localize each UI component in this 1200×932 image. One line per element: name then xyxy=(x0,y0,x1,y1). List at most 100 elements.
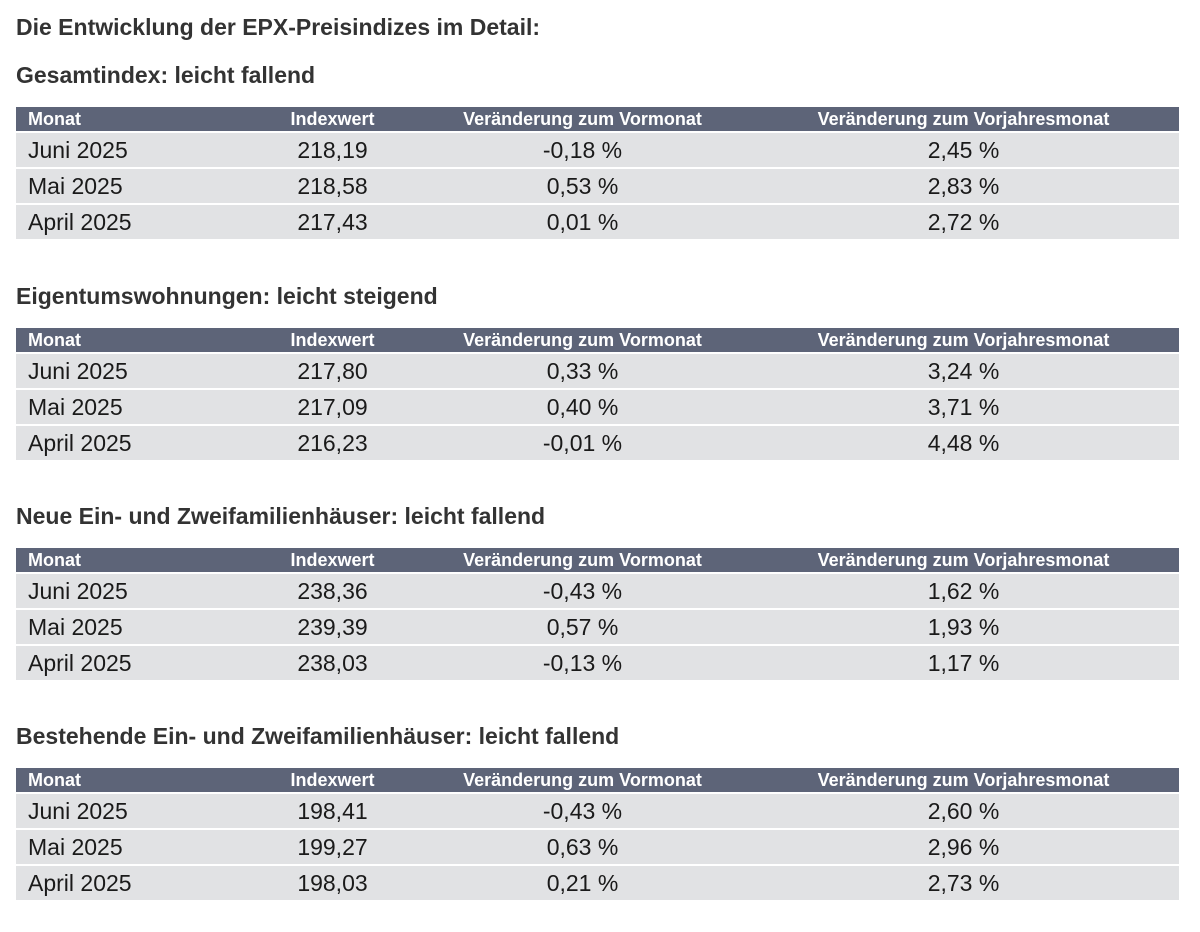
cell-indexwert: 238,36 xyxy=(248,572,417,609)
cell-indexwert: 217,43 xyxy=(248,203,417,239)
header-row: Monat Indexwert Veränderung zum Vormonat… xyxy=(16,768,1179,793)
cell-vorjahresmonat: 4,48 % xyxy=(748,424,1179,460)
section-heading: Gesamtindex: leicht fallend xyxy=(16,62,316,88)
table-row: Juni 2025 238,36 -0,43 % 1,62 % xyxy=(16,572,1179,609)
cell-indexwert: 218,58 xyxy=(248,167,417,204)
table-header: Monat Indexwert Veränderung zum Vormonat… xyxy=(16,328,1179,353)
table-row: Mai 2025 217,09 0,40 % 3,71 % xyxy=(16,388,1179,425)
cell-indexwert: 217,80 xyxy=(248,352,417,389)
cell-vormonat: 0,63 % xyxy=(417,828,748,865)
cell-vormonat: -0,43 % xyxy=(417,792,748,829)
column-header-vormonat: Veränderung zum Vormonat xyxy=(417,768,748,793)
cell-monat: Mai 2025 xyxy=(16,167,248,204)
cell-vormonat: 0,33 % xyxy=(417,352,748,389)
cell-vorjahresmonat: 2,83 % xyxy=(748,167,1179,204)
cell-indexwert: 217,09 xyxy=(248,388,417,425)
column-header-monat: Monat xyxy=(16,768,248,793)
section-bestehende-haeuser: Bestehende Ein- und Zweifamilienhäuser: … xyxy=(16,722,1179,900)
table-body: Juni 2025 218,19 -0,18 % 2,45 % Mai 2025… xyxy=(16,131,1179,239)
table-row: April 2025 198,03 0,21 % 2,73 % xyxy=(16,864,1179,900)
cell-indexwert: 216,23 xyxy=(248,424,417,460)
table-header: Monat Indexwert Veränderung zum Vormonat… xyxy=(16,548,1179,573)
cell-indexwert: 218,19 xyxy=(248,131,417,168)
table-row: Mai 2025 199,27 0,63 % 2,96 % xyxy=(16,828,1179,865)
cell-monat: Juni 2025 xyxy=(16,572,248,609)
column-header-indexwert: Indexwert xyxy=(248,768,417,793)
table-body: Juni 2025 238,36 -0,43 % 1,62 % Mai 2025… xyxy=(16,572,1179,680)
header-row: Monat Indexwert Veränderung zum Vormonat… xyxy=(16,107,1179,132)
section-heading: Neue Ein- und Zweifamilienhäuser: leicht… xyxy=(16,503,546,529)
cell-vormonat: -0,18 % xyxy=(417,131,748,168)
column-header-indexwert: Indexwert xyxy=(248,548,417,573)
header-row: Monat Indexwert Veränderung zum Vormonat… xyxy=(16,328,1179,353)
section-neue-haeuser: Neue Ein- und Zweifamilienhäuser: leicht… xyxy=(16,502,1179,680)
column-header-monat: Monat xyxy=(16,107,248,132)
cell-indexwert: 198,41 xyxy=(248,792,417,829)
cell-vorjahresmonat: 2,72 % xyxy=(748,203,1179,239)
column-header-vorjahresmonat: Veränderung zum Vorjahresmonat xyxy=(748,107,1179,132)
cell-vorjahresmonat: 2,45 % xyxy=(748,131,1179,168)
cell-vormonat: 0,21 % xyxy=(417,864,748,900)
cell-monat: April 2025 xyxy=(16,203,248,239)
index-table: Monat Indexwert Veränderung zum Vormonat… xyxy=(16,768,1179,900)
cell-monat: April 2025 xyxy=(16,644,248,680)
page-title: Die Entwicklung der EPX-Preisindizes im … xyxy=(16,14,541,40)
cell-monat: Juni 2025 xyxy=(16,792,248,829)
cell-vorjahresmonat: 2,73 % xyxy=(748,864,1179,900)
cell-monat: Juni 2025 xyxy=(16,352,248,389)
table-row: Juni 2025 198,41 -0,43 % 2,60 % xyxy=(16,792,1179,829)
section-heading: Bestehende Ein- und Zweifamilienhäuser: … xyxy=(16,723,620,749)
cell-vormonat: 0,57 % xyxy=(417,608,748,645)
table-header: Monat Indexwert Veränderung zum Vormonat… xyxy=(16,768,1179,793)
column-header-indexwert: Indexwert xyxy=(248,107,417,132)
table-row: April 2025 217,43 0,01 % 2,72 % xyxy=(16,203,1179,239)
column-header-vormonat: Veränderung zum Vormonat xyxy=(417,548,748,573)
cell-monat: April 2025 xyxy=(16,424,248,460)
cell-vorjahresmonat: 1,93 % xyxy=(748,608,1179,645)
column-header-monat: Monat xyxy=(16,548,248,573)
cell-indexwert: 199,27 xyxy=(248,828,417,865)
column-header-vorjahresmonat: Veränderung zum Vorjahresmonat xyxy=(748,768,1179,793)
column-header-vormonat: Veränderung zum Vormonat xyxy=(417,328,748,353)
table-header: Monat Indexwert Veränderung zum Vormonat… xyxy=(16,107,1179,132)
cell-indexwert: 198,03 xyxy=(248,864,417,900)
cell-vormonat: 0,01 % xyxy=(417,203,748,239)
table-body: Juni 2025 198,41 -0,43 % 2,60 % Mai 2025… xyxy=(16,792,1179,900)
index-table: Monat Indexwert Veränderung zum Vormonat… xyxy=(16,328,1179,460)
column-header-vorjahresmonat: Veränderung zum Vorjahresmonat xyxy=(748,548,1179,573)
cell-monat: Mai 2025 xyxy=(16,608,248,645)
cell-vorjahresmonat: 1,62 % xyxy=(748,572,1179,609)
column-header-vorjahresmonat: Veränderung zum Vorjahresmonat xyxy=(748,328,1179,353)
section-heading: Eigentumswohnungen: leicht steigend xyxy=(16,283,438,309)
table-row: April 2025 238,03 -0,13 % 1,17 % xyxy=(16,644,1179,680)
header-row: Monat Indexwert Veränderung zum Vormonat… xyxy=(16,548,1179,573)
section-eigentumswohnungen: Eigentumswohnungen: leicht steigend Mona… xyxy=(16,282,1179,460)
cell-vorjahresmonat: 3,24 % xyxy=(748,352,1179,389)
cell-monat: Mai 2025 xyxy=(16,828,248,865)
cell-indexwert: 238,03 xyxy=(248,644,417,680)
cell-vormonat: -0,13 % xyxy=(417,644,748,680)
index-table: Monat Indexwert Veränderung zum Vormonat… xyxy=(16,548,1179,680)
cell-vormonat: 0,40 % xyxy=(417,388,748,425)
section-gesamtindex: Gesamtindex: leicht fallend Monat Indexw… xyxy=(16,61,1179,239)
cell-vorjahresmonat: 2,96 % xyxy=(748,828,1179,865)
cell-vormonat: 0,53 % xyxy=(417,167,748,204)
column-header-vormonat: Veränderung zum Vormonat xyxy=(417,107,748,132)
index-table: Monat Indexwert Veränderung zum Vormonat… xyxy=(16,107,1179,239)
cell-indexwert: 239,39 xyxy=(248,608,417,645)
table-row: Mai 2025 218,58 0,53 % 2,83 % xyxy=(16,167,1179,204)
table-row: Mai 2025 239,39 0,57 % 1,93 % xyxy=(16,608,1179,645)
cell-vormonat: -0,43 % xyxy=(417,572,748,609)
table-body: Juni 2025 217,80 0,33 % 3,24 % Mai 2025 … xyxy=(16,352,1179,460)
cell-vorjahresmonat: 1,17 % xyxy=(748,644,1179,680)
column-header-monat: Monat xyxy=(16,328,248,353)
cell-monat: April 2025 xyxy=(16,864,248,900)
cell-vorjahresmonat: 2,60 % xyxy=(748,792,1179,829)
cell-monat: Mai 2025 xyxy=(16,388,248,425)
cell-vorjahresmonat: 3,71 % xyxy=(748,388,1179,425)
table-row: April 2025 216,23 -0,01 % 4,48 % xyxy=(16,424,1179,460)
table-row: Juni 2025 218,19 -0,18 % 2,45 % xyxy=(16,131,1179,168)
cell-vormonat: -0,01 % xyxy=(417,424,748,460)
column-header-indexwert: Indexwert xyxy=(248,328,417,353)
